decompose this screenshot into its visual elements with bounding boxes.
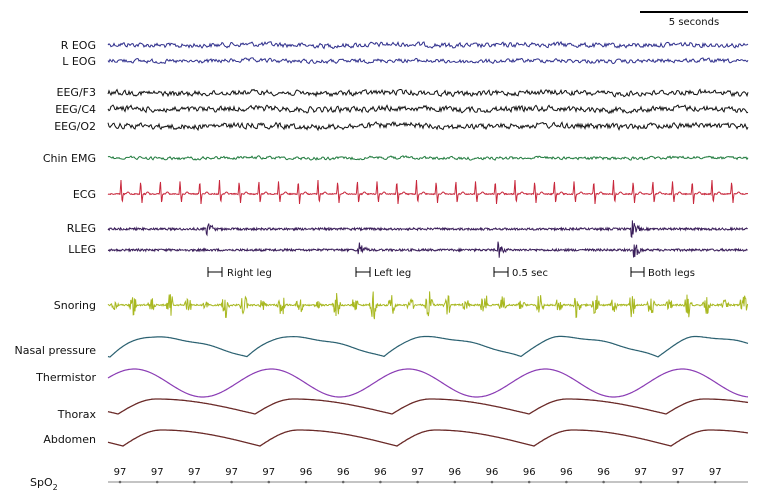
- trace-eeg-c4: [107, 104, 749, 115]
- label-nasal-pressure: Nasal pressure: [14, 344, 96, 357]
- spo2-tick: [341, 480, 345, 484]
- trace-snoring: [107, 291, 749, 320]
- trace-thermistor: [107, 368, 749, 398]
- label-ecg: ECG: [73, 188, 96, 201]
- spo2-tick: [379, 480, 382, 484]
- trace-rleg: [107, 220, 748, 239]
- spo2-tick: [230, 480, 233, 484]
- spo2-tick: [416, 480, 419, 484]
- trace-eeg-o2: [107, 121, 749, 132]
- leg-annotation-labels: Right leg Left leg 0.5 sec Both legs: [227, 268, 695, 279]
- spo2-value: 96: [486, 467, 499, 478]
- traces: [107, 40, 749, 447]
- label-chin-emg: Chin EMG: [43, 152, 96, 165]
- trace-l-eog: [107, 57, 749, 65]
- spo2-tick: [304, 480, 308, 484]
- spo2-tick: [639, 480, 643, 484]
- spo2-value: 96: [300, 467, 313, 478]
- annotation-left-leg: [355, 267, 371, 277]
- spo2-label-main: SpO: [30, 476, 53, 489]
- spo2-value: 96: [337, 467, 350, 478]
- spo2-value: 97: [709, 467, 722, 478]
- trace-r-eog: [107, 40, 749, 50]
- label-abdomen: Abdomen: [43, 433, 96, 446]
- trace-lleg: [107, 241, 748, 258]
- label-eeg-f3: EEG/F3: [57, 86, 96, 99]
- label-eeg-o2: EEG/O2: [54, 120, 96, 133]
- spo2-value: 97: [114, 467, 127, 478]
- annotation-half-second: [493, 267, 509, 277]
- spo2-tick: [602, 480, 605, 484]
- leg-annotations: [207, 267, 645, 277]
- trace-nasal-pressure: [107, 335, 749, 358]
- spo2-value: 97: [151, 467, 164, 478]
- spo2-tick: [713, 480, 717, 484]
- spo2-tick: [453, 480, 457, 484]
- spo2-value: 97: [672, 467, 685, 478]
- trace-thorax: [107, 398, 749, 415]
- scale-bar: 5 seconds: [640, 11, 748, 28]
- spo2-value: 96: [560, 467, 573, 478]
- spo2-tick: [155, 480, 159, 484]
- spo2-value: 97: [188, 467, 201, 478]
- trace-chin-emg: [107, 155, 749, 161]
- spo2-value: 96: [597, 467, 610, 478]
- annotation-label-right-leg: Right leg: [227, 268, 272, 279]
- trace-ecg: [107, 179, 748, 205]
- trace-eeg-f3: [107, 88, 749, 98]
- label-l-eog: L EOG: [62, 55, 96, 68]
- spo2-value: 97: [225, 467, 238, 478]
- label-snoring: Snoring: [54, 299, 96, 312]
- spo2-tick: [527, 480, 531, 484]
- spo2-value: 96: [374, 467, 387, 478]
- annotation-both-legs: [630, 267, 645, 277]
- spo2-tick: [118, 480, 122, 484]
- spo2-row: SpO2 97 97 97 97 97 96 96 96 97 96 96 96 96 96 97 97 97: [30, 467, 748, 492]
- annotation-label-left-leg: Left leg: [374, 268, 411, 279]
- spo2-tick: [193, 480, 196, 484]
- trace-abdomen: [107, 429, 749, 447]
- annotation-right-leg: [207, 267, 223, 277]
- spo2-tick: [267, 480, 271, 484]
- spo2-value: 96: [448, 467, 461, 478]
- label-eeg-c4: EEG/C4: [55, 103, 96, 116]
- spo2-tick: [565, 480, 568, 484]
- spo2-values: 97 97 97 97 97 96 96 96 97 96 96 96 96 96 97 97 97: [114, 467, 722, 484]
- scale-bar-label: 5 seconds: [669, 17, 719, 28]
- spo2-value: 97: [411, 467, 424, 478]
- spo2-value: 96: [523, 467, 536, 478]
- spo2-tick: [676, 480, 680, 484]
- label-rleg: RLEG: [67, 222, 96, 235]
- channel-labels: R EOG L EOG EEG/F3 EEG/C4 EEG/O2 Chin EM…: [14, 39, 96, 446]
- label-thorax: Thorax: [57, 408, 97, 421]
- spo2-tick: [490, 480, 494, 484]
- annotation-label-both-legs: Both legs: [648, 268, 695, 279]
- label-r-eog: R EOG: [61, 39, 96, 52]
- label-lleg: LLEG: [68, 243, 96, 256]
- spo2-label-subscript: 2: [53, 483, 58, 492]
- spo2-label: SpO2: [30, 476, 58, 492]
- label-thermistor: Thermistor: [35, 371, 96, 384]
- annotation-label-half-second: 0.5 sec: [512, 268, 548, 279]
- spo2-value: 97: [262, 467, 275, 478]
- spo2-value: 97: [634, 467, 647, 478]
